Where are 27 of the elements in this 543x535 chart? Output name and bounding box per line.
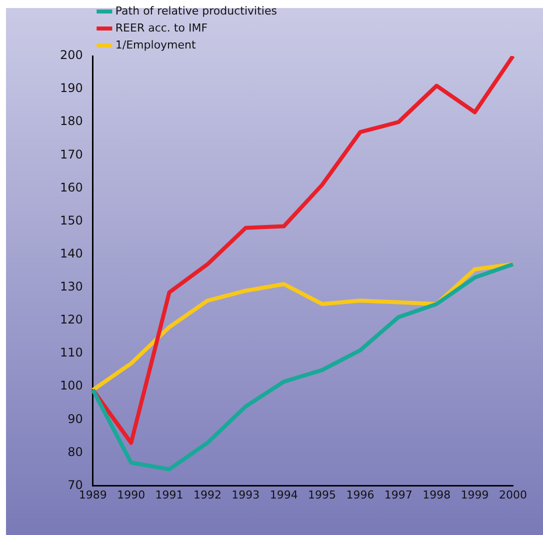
y-tick-label: 80 — [68, 444, 83, 459]
x-tick-label: 1998 — [422, 488, 451, 502]
y-tick-label: 140 — [60, 246, 83, 260]
y-tick-label: 120 — [60, 312, 83, 327]
x-tick-label: 1996 — [346, 488, 374, 502]
x-tick-label: 1990 — [117, 488, 146, 502]
x-tick-label: 1994 — [270, 488, 298, 502]
x-tick-label: 1995 — [308, 488, 336, 502]
y-tick-label: 100 — [60, 378, 83, 393]
y-tick-label: 110 — [60, 346, 83, 360]
x-tick-label: 1992 — [193, 488, 222, 502]
y-tick-label: 200 — [60, 48, 83, 62]
x-tick-label: 2000 — [499, 488, 527, 502]
y-tick-label: 150 — [60, 213, 83, 228]
x-tick-label: 1991 — [155, 488, 184, 502]
x-tick-label: 1993 — [232, 488, 260, 502]
y-tick-label: 190 — [60, 81, 83, 96]
x-tick-label: 1999 — [460, 488, 489, 502]
y-tick-label: 90 — [68, 412, 83, 426]
y-tick-label: 170 — [60, 147, 83, 162]
legend-label: REER acc. to IMF — [115, 21, 208, 34]
y-tick-label: 160 — [60, 180, 83, 194]
y-tick-label: 130 — [60, 280, 83, 294]
legend-label: 1/Employment — [115, 38, 197, 52]
x-tick-label: 1997 — [384, 488, 412, 502]
y-tick-label: 180 — [60, 114, 83, 128]
legend-label: Path of relative productivities — [115, 4, 278, 18]
